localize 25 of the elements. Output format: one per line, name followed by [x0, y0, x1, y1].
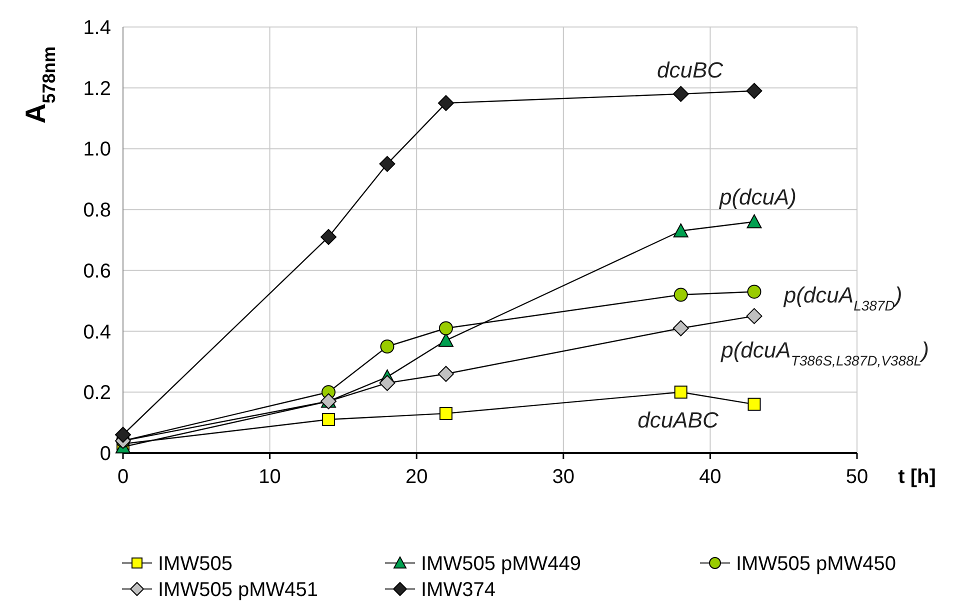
- y-tick-label: 1.4: [83, 17, 111, 39]
- x-tick-label: 40: [699, 466, 722, 488]
- x-tick-label: 10: [258, 466, 281, 488]
- annotation: p(dcuA$_{L387D}$): [782, 282, 902, 314]
- y-tick-label: 0.2: [83, 382, 111, 404]
- y-tick-label: 0.4: [83, 321, 111, 344]
- annotation: dcuBC: [656, 58, 724, 83]
- x-tick-label: 50: [846, 466, 868, 488]
- x-tick-label: 30: [552, 466, 575, 488]
- legend-label: IMW374: [421, 579, 496, 601]
- y-tick-label: 0: [100, 443, 111, 465]
- annotation: p(dcuA$_{T386S,L387D,V388L}$): [720, 338, 929, 369]
- x-tick-label: 0: [117, 466, 129, 488]
- legend-label: IMW505 pMW449: [421, 553, 582, 575]
- annotation: dcuABC: [638, 408, 718, 433]
- x-axis-title: t [h]: [898, 466, 936, 488]
- legend-label: IMW505 pMW450: [736, 553, 896, 575]
- legend-label: IMW505 pMW451: [158, 579, 318, 601]
- annotation: p(dcuA): [718, 184, 797, 210]
- y-tick-label: 0.8: [83, 200, 111, 222]
- y-tick-label: 0.6: [83, 260, 111, 282]
- y-tick-label: 1.2: [83, 78, 111, 100]
- y-tick-label: 1.0: [83, 138, 111, 161]
- legend-label: IMW505: [158, 553, 232, 575]
- x-tick-label: 20: [405, 466, 428, 488]
